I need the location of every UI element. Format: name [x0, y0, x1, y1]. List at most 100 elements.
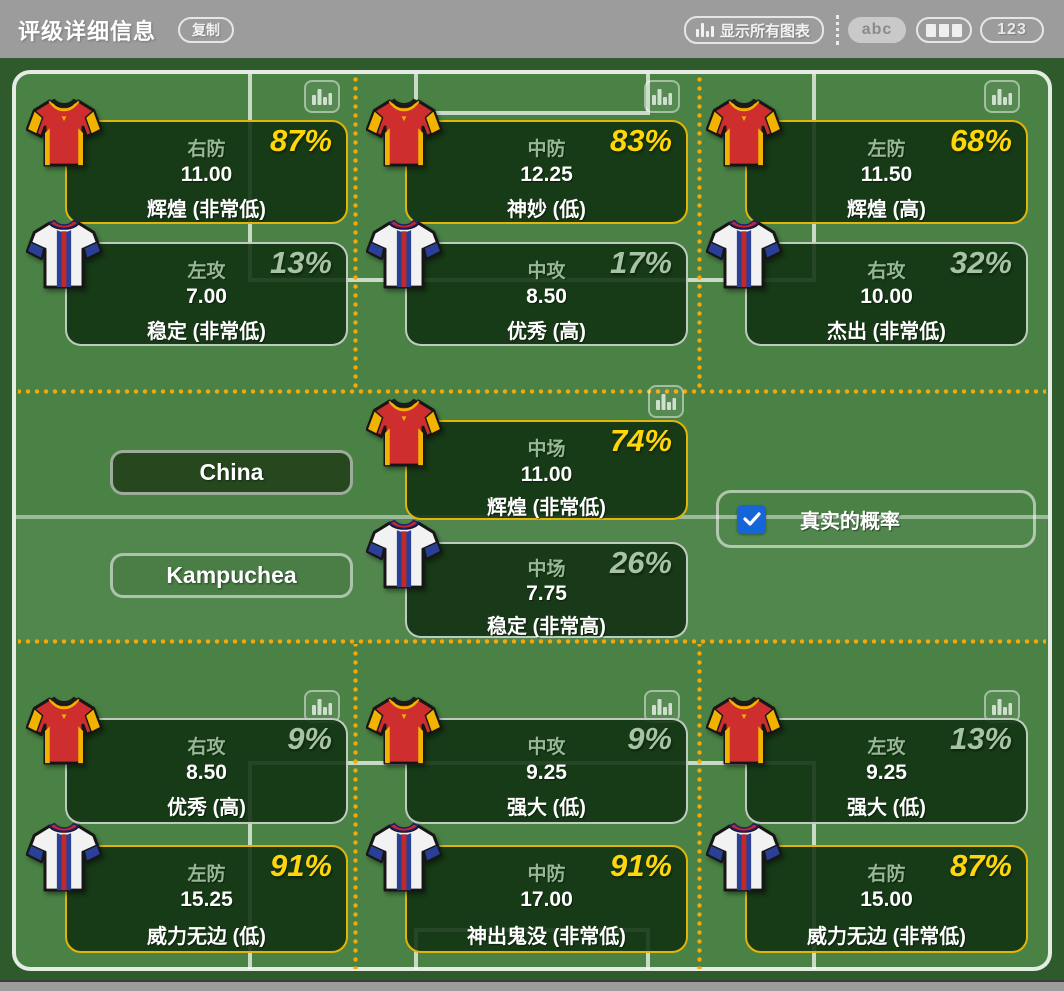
zone-chart-button-top-right[interactable]	[984, 80, 1020, 113]
rating-level: 神妙 (低)	[507, 199, 586, 221]
away-team-name[interactable]: Kampuchea	[110, 553, 353, 598]
rating-value: 11.50	[860, 163, 913, 186]
rating-percent: 13%	[269, 245, 332, 280]
zone-chart-button-top-center[interactable]	[644, 80, 680, 113]
zone-chart-button-top-left[interactable]	[304, 80, 340, 113]
zone-separator-vertical	[697, 74, 702, 391]
rating-level: 稳定 (非常低)	[147, 321, 266, 343]
home-team-shirt-icon	[706, 694, 782, 768]
rating-area-label: 中防	[527, 864, 566, 885]
zone-separator-horizontal	[18, 639, 1046, 644]
zone-separator-vertical	[353, 74, 358, 391]
rating-value: 9.25	[526, 761, 567, 784]
rating-percent: 9%	[627, 721, 672, 756]
home-team-shirt-icon	[366, 396, 442, 470]
rating-percent: 32%	[949, 245, 1012, 280]
home-team-label: China	[199, 459, 264, 485]
view-mode-numbers-button[interactable]: 123	[980, 17, 1044, 43]
rating-box-away-bottom-right: 右防 87% 15.00 威力无边 (非常低)	[745, 845, 1028, 953]
rating-area-label: 左攻	[867, 737, 906, 758]
rating-value: 10.00	[860, 285, 913, 308]
view-mode-bars-button[interactable]	[916, 17, 972, 43]
zone-separator-vertical	[697, 644, 702, 969]
rating-level: 杰出 (非常低)	[827, 321, 946, 343]
rating-box-home-bottom-left: 右攻 9% 8.50 优秀 (高)	[65, 718, 348, 824]
checked-checkbox-icon[interactable]	[737, 504, 766, 534]
rating-area-label: 中攻	[527, 261, 566, 282]
rating-value: 7.00	[186, 285, 227, 308]
away-team-shirt-icon	[26, 821, 102, 895]
away-team-shirt-icon	[706, 218, 782, 292]
bar-chart-icon	[696, 23, 714, 37]
view-mode-text-button[interactable]: abc	[848, 17, 906, 43]
rating-level: 威力无边 (低)	[147, 926, 266, 948]
rating-box-home-bottom-right: 左攻 13% 9.25 强大 (低)	[745, 718, 1028, 824]
numbers-label: 123	[997, 21, 1027, 38]
rating-area-label: 左防	[187, 864, 226, 885]
zone-chart-button-bottom-left[interactable]	[304, 690, 340, 723]
rating-value: 7.75	[526, 582, 567, 605]
rating-box-home-bottom-center: 中攻 9% 9.25 强大 (低)	[405, 718, 688, 824]
home-team-shirt-icon	[26, 96, 102, 170]
rating-area-label: 右防	[187, 139, 226, 160]
home-team-shirt-icon	[26, 694, 102, 768]
rating-area-label: 左防	[867, 139, 906, 160]
rating-value: 11.00	[180, 163, 233, 186]
rating-area-label: 右攻	[187, 737, 226, 758]
rating-box-home-top-left: 右防 87% 11.00 辉煌 (非常低)	[65, 120, 348, 224]
rating-percent: 26%	[609, 545, 672, 580]
away-team-shirt-icon	[366, 518, 442, 592]
rating-value: 8.50	[186, 761, 227, 784]
header-bar: 评级详细信息 复制 显示所有图表 abc 123	[0, 0, 1064, 58]
rating-level: 神出鬼没 (非常低)	[467, 926, 626, 948]
copy-button-label: 复制	[192, 22, 220, 38]
header-separator	[836, 15, 839, 45]
rating-box-away-top-center: 中攻 17% 8.50 优秀 (高)	[405, 242, 688, 346]
copy-button[interactable]: 复制	[178, 17, 234, 43]
rating-level: 优秀 (高)	[507, 321, 586, 343]
rating-level: 强大 (低)	[847, 797, 926, 819]
rating-percent: 91%	[269, 848, 332, 883]
rating-area-label: 中攻	[527, 737, 566, 758]
rating-percent: 83%	[609, 123, 672, 158]
real-probability-toggle[interactable]: 真实的概率	[716, 490, 1036, 548]
page-title: 评级详细信息	[18, 19, 157, 44]
rating-value: 8.50	[526, 285, 567, 308]
rating-area-label: 中场	[527, 559, 566, 580]
rating-level: 威力无边 (非常低)	[807, 926, 966, 948]
rating-value: 12.25	[520, 163, 573, 186]
show-all-charts-button[interactable]: 显示所有图表	[684, 16, 825, 44]
rating-percent: 74%	[609, 423, 672, 458]
rating-level: 稳定 (非常高)	[487, 616, 606, 638]
rating-box-away-top-left: 左攻 13% 7.00 稳定 (非常低)	[65, 242, 348, 346]
goal-area-top	[414, 74, 650, 115]
rating-area-label: 右防	[867, 864, 906, 885]
away-team-shirt-icon	[26, 218, 102, 292]
zone-separator-vertical	[353, 644, 358, 969]
rating-area-label: 右攻	[867, 261, 906, 282]
rating-level: 优秀 (高)	[167, 797, 246, 819]
rating-percent: 17%	[609, 245, 672, 280]
zone-chart-button-midfield[interactable]	[648, 385, 684, 418]
rating-value: 15.25	[180, 888, 233, 911]
rating-percent: 87%	[949, 848, 1012, 883]
rating-box-away-top-right: 右攻 32% 10.00 杰出 (非常低)	[745, 242, 1028, 346]
home-team-shirt-icon	[706, 96, 782, 170]
rating-box-home-top-center: 中防 83% 12.25 神妙 (低)	[405, 120, 688, 224]
rating-value: 15.00	[860, 888, 913, 911]
rating-percent: 9%	[287, 721, 332, 756]
rating-box-away-bottom-center: 中防 91% 17.00 神出鬼没 (非常低)	[405, 845, 688, 953]
away-team-shirt-icon	[366, 218, 442, 292]
rating-box-home-midfield: 中场 74% 11.00 辉煌 (非常低)	[405, 420, 688, 520]
home-team-name[interactable]: China	[110, 450, 353, 495]
rating-level: 辉煌 (非常低)	[487, 497, 606, 519]
zone-separator-horizontal	[18, 389, 1046, 394]
page-bottom-edge	[0, 980, 1064, 991]
home-team-shirt-icon	[366, 96, 442, 170]
rating-box-home-top-right: 左防 68% 11.50 辉煌 (高)	[745, 120, 1028, 224]
rating-box-away-midfield: 中场 26% 7.75 稳定 (非常高)	[405, 542, 688, 638]
rating-value: 11.00	[520, 463, 573, 486]
rating-box-away-bottom-left: 左防 91% 15.25 威力无边 (低)	[65, 845, 348, 953]
rating-area-label: 中场	[527, 439, 566, 460]
home-team-shirt-icon	[366, 694, 442, 768]
